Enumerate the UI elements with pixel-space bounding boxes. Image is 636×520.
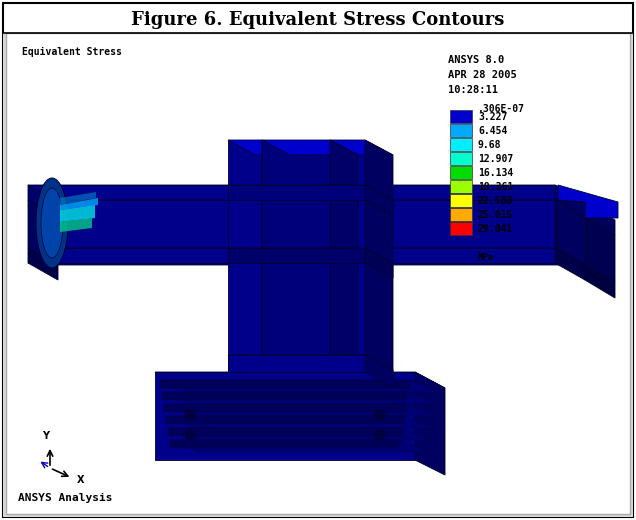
Polygon shape xyxy=(160,380,410,388)
Text: 12.907: 12.907 xyxy=(478,153,513,163)
FancyBboxPatch shape xyxy=(450,138,472,151)
Polygon shape xyxy=(262,140,330,372)
FancyBboxPatch shape xyxy=(450,194,472,207)
FancyBboxPatch shape xyxy=(450,180,472,193)
Text: 9.68: 9.68 xyxy=(478,139,502,150)
FancyBboxPatch shape xyxy=(3,33,633,517)
Text: Figure 6. Equivalent Stress Contours: Figure 6. Equivalent Stress Contours xyxy=(131,11,505,29)
Polygon shape xyxy=(164,404,436,416)
Polygon shape xyxy=(60,205,95,222)
Polygon shape xyxy=(330,140,393,155)
Polygon shape xyxy=(28,200,555,248)
Polygon shape xyxy=(365,140,393,387)
Circle shape xyxy=(375,430,385,440)
Text: Y: Y xyxy=(43,431,50,441)
FancyBboxPatch shape xyxy=(450,124,472,137)
Polygon shape xyxy=(28,248,555,263)
Polygon shape xyxy=(155,372,445,388)
Polygon shape xyxy=(585,202,615,235)
Polygon shape xyxy=(365,248,393,278)
Polygon shape xyxy=(28,200,585,218)
Text: 29.041: 29.041 xyxy=(478,224,513,233)
Polygon shape xyxy=(162,392,438,404)
Polygon shape xyxy=(228,185,393,200)
Text: 6.454: 6.454 xyxy=(478,125,508,136)
Polygon shape xyxy=(160,380,440,392)
Text: 22.588: 22.588 xyxy=(478,196,513,205)
Polygon shape xyxy=(558,200,585,265)
Polygon shape xyxy=(585,265,615,298)
Text: 10:28:11: 10:28:11 xyxy=(448,85,498,95)
Polygon shape xyxy=(365,355,393,388)
FancyBboxPatch shape xyxy=(6,33,630,514)
Ellipse shape xyxy=(36,178,68,268)
Polygon shape xyxy=(168,428,432,440)
Polygon shape xyxy=(228,140,290,155)
Polygon shape xyxy=(164,404,406,412)
Polygon shape xyxy=(166,416,404,424)
Polygon shape xyxy=(555,248,585,280)
Polygon shape xyxy=(28,185,58,218)
FancyBboxPatch shape xyxy=(450,110,472,123)
Polygon shape xyxy=(28,185,555,200)
Polygon shape xyxy=(155,372,415,460)
Text: MPa: MPa xyxy=(478,253,494,262)
FancyBboxPatch shape xyxy=(450,152,472,165)
Text: 3.227: 3.227 xyxy=(478,111,508,122)
Polygon shape xyxy=(166,416,434,428)
Circle shape xyxy=(375,410,385,420)
Text: .306E-07: .306E-07 xyxy=(478,104,525,114)
Text: 19.361: 19.361 xyxy=(478,181,513,191)
FancyBboxPatch shape xyxy=(450,166,472,179)
Polygon shape xyxy=(558,185,618,218)
Polygon shape xyxy=(555,185,585,218)
Polygon shape xyxy=(60,192,96,205)
Polygon shape xyxy=(365,185,393,215)
Ellipse shape xyxy=(41,188,63,258)
Polygon shape xyxy=(228,248,365,263)
Polygon shape xyxy=(60,198,98,210)
Polygon shape xyxy=(228,355,365,372)
Polygon shape xyxy=(28,200,58,265)
Polygon shape xyxy=(330,140,365,372)
Polygon shape xyxy=(28,185,585,202)
Circle shape xyxy=(185,430,195,440)
Circle shape xyxy=(185,410,195,420)
Polygon shape xyxy=(168,428,402,436)
Polygon shape xyxy=(555,200,585,265)
Polygon shape xyxy=(28,248,58,280)
Polygon shape xyxy=(60,218,92,232)
Text: 25.015: 25.015 xyxy=(478,210,513,219)
Polygon shape xyxy=(262,140,358,155)
Polygon shape xyxy=(162,392,408,400)
Text: 16.134: 16.134 xyxy=(478,167,513,177)
Polygon shape xyxy=(28,248,585,265)
Polygon shape xyxy=(262,140,290,387)
Text: X: X xyxy=(77,475,85,485)
Text: ANSYS Analysis: ANSYS Analysis xyxy=(18,493,113,503)
Polygon shape xyxy=(228,355,393,370)
Polygon shape xyxy=(585,218,615,282)
Polygon shape xyxy=(228,140,262,372)
Polygon shape xyxy=(170,440,430,452)
Polygon shape xyxy=(170,440,400,448)
Polygon shape xyxy=(330,140,358,387)
Polygon shape xyxy=(228,248,393,263)
Text: APR 28 2005: APR 28 2005 xyxy=(448,70,516,80)
Text: Equivalent Stress: Equivalent Stress xyxy=(22,47,122,57)
FancyBboxPatch shape xyxy=(450,222,472,235)
FancyBboxPatch shape xyxy=(3,3,633,517)
Polygon shape xyxy=(228,185,365,200)
Polygon shape xyxy=(415,372,445,475)
Text: ANSYS 8.0: ANSYS 8.0 xyxy=(448,55,504,65)
FancyBboxPatch shape xyxy=(450,208,472,221)
